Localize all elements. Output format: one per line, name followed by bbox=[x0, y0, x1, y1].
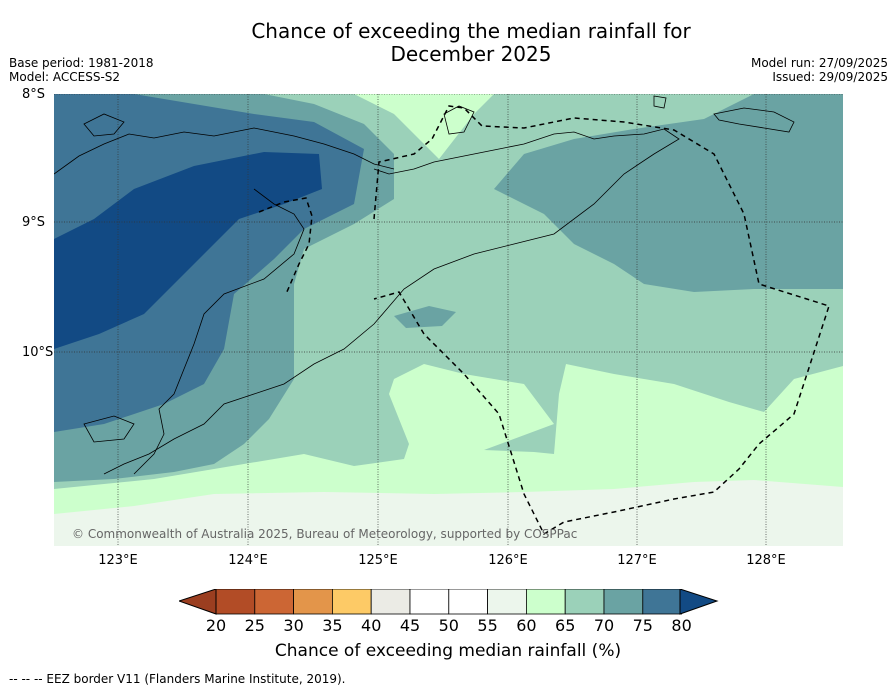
colorbar-tick-55: 55 bbox=[477, 616, 498, 635]
band-above-80 bbox=[54, 152, 322, 349]
colorbar-cell-45 bbox=[409, 589, 450, 615]
colorbar-tick-40: 40 bbox=[361, 616, 382, 635]
island-atauro bbox=[443, 105, 475, 135]
island-wetar bbox=[713, 107, 795, 133]
colorbar-cell-25 bbox=[254, 589, 295, 615]
colorbar-tick-80: 80 bbox=[671, 616, 692, 635]
lon-label-128e: 128°E bbox=[746, 553, 786, 568]
colorbar-cell-65 bbox=[564, 589, 605, 615]
copyright-text: © Commonwealth of Australia 2025, Bureau… bbox=[72, 527, 577, 541]
lat-label-9s: 9°S bbox=[22, 215, 46, 230]
meta-left: Base period: 1981-2018 Model: ACCESS-S2 bbox=[9, 56, 154, 84]
colorbar-tick-25: 25 bbox=[244, 616, 265, 635]
lon-label-126e: 126°E bbox=[488, 553, 528, 568]
colorbar-tick-50: 50 bbox=[438, 616, 459, 635]
colorbar-low-arrow bbox=[179, 589, 217, 615]
lat-label-10s: 10°S bbox=[22, 345, 54, 360]
lat-label-8s: 8°S bbox=[22, 87, 46, 102]
colorbar-tick-70: 70 bbox=[593, 616, 615, 635]
graticule bbox=[54, 94, 843, 546]
title-line-2: December 2025 bbox=[390, 42, 552, 66]
colorbar-tick-75: 75 bbox=[632, 616, 653, 635]
lon-label-124e: 124°E bbox=[228, 553, 268, 568]
colorbar-tick-35: 35 bbox=[322, 616, 343, 635]
title-line-1: Chance of exceeding the median rainfall … bbox=[251, 19, 691, 43]
colorbar bbox=[179, 589, 719, 615]
colorbar-cell-35 bbox=[331, 589, 372, 615]
lon-label-127e: 127°E bbox=[617, 553, 657, 568]
colorbar-tick-20: 20 bbox=[205, 616, 227, 635]
island-rote bbox=[83, 415, 135, 443]
band-70-75-patch bbox=[394, 306, 456, 328]
eez-border-west bbox=[258, 197, 313, 295]
colorbar-cell-50 bbox=[448, 589, 488, 615]
base-period: Base period: 1981-2018 bbox=[9, 56, 154, 70]
band-70-75-east bbox=[494, 94, 843, 292]
colorbar-high-arrow bbox=[679, 589, 719, 615]
colorbar-cell-55 bbox=[487, 589, 527, 615]
band-55-60 bbox=[54, 480, 843, 546]
eez-footnote: -- -- -- EEZ border V11 (Flanders Marine… bbox=[9, 672, 346, 686]
issued-date: Issued: 29/09/2025 bbox=[772, 70, 888, 84]
colorbar-tick-30: 30 bbox=[283, 616, 304, 635]
lon-label-123e: 123°E bbox=[98, 553, 138, 568]
colorbar-cell-40 bbox=[370, 589, 411, 615]
island-north-a bbox=[653, 95, 667, 109]
colorbar-cell-20 bbox=[215, 589, 256, 615]
coastline-timor-west bbox=[133, 188, 305, 475]
model-name: Model: ACCESS-S2 bbox=[9, 70, 121, 84]
coastline-flores-east bbox=[54, 127, 395, 175]
eez-border-east bbox=[373, 105, 830, 536]
lon-label-125e: 125°E bbox=[358, 553, 398, 568]
island-small-west bbox=[83, 113, 125, 137]
colorbar-cell-30 bbox=[293, 589, 333, 615]
colorbar-cell-75 bbox=[642, 589, 682, 615]
model-run: Model run: 27/09/2025 bbox=[750, 56, 888, 70]
colorbar-tick-60: 60 bbox=[516, 616, 537, 635]
colorbar-cell-70 bbox=[603, 589, 644, 615]
colorbar-cell-60 bbox=[525, 589, 566, 615]
colorbar-tick-45: 45 bbox=[399, 616, 421, 635]
map-title: Chance of exceeding the median rainfall … bbox=[0, 20, 896, 66]
rainfall-map: © Commonwealth of Australia 2025, Bureau… bbox=[54, 94, 843, 546]
colorbar-title: Chance of exceeding median rainfall (%) bbox=[274, 641, 622, 661]
colorbar-tick-65: 65 bbox=[555, 616, 576, 635]
meta-right: Model run: 27/09/2025 Issued: 29/09/2025 bbox=[751, 56, 888, 84]
coastline-timor bbox=[103, 128, 680, 475]
coastlines bbox=[54, 95, 795, 475]
